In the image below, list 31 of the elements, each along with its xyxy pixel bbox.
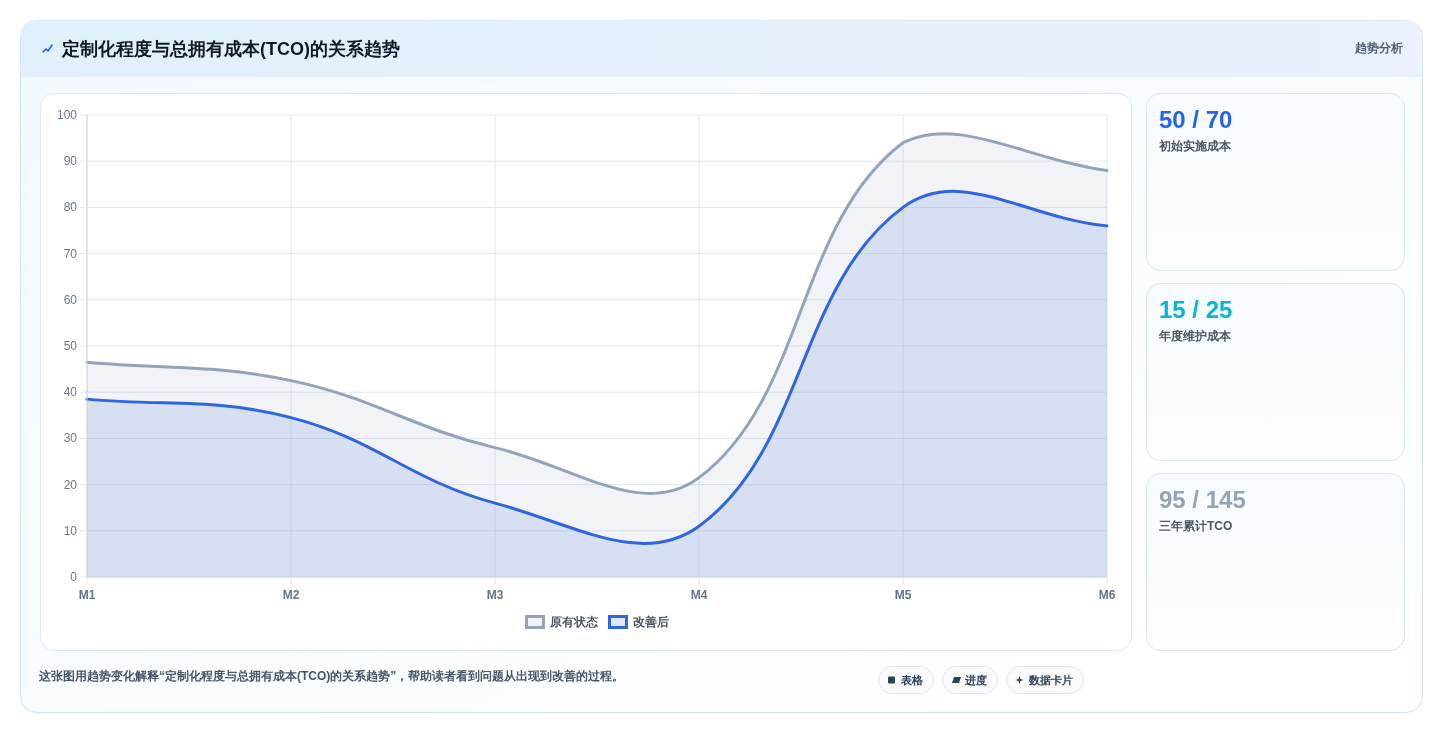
y-tick-label: 100: [56, 108, 78, 122]
x-tick-label: M1: [78, 588, 96, 602]
y-tick-label: 60: [63, 292, 78, 307]
text: 15 / 25: [1159, 295, 1233, 323]
legend-label: 改善后: [633, 615, 669, 629]
text: 这张图用趋势变化解释“定制化程度与总拥有成本(TCO)的关系趋势”，帮助读者看到问题从出现到改善的过程。: [38, 669, 625, 683]
chart-title: 定制化程度与总拥有成本(TCO)的关系趋势: [61, 39, 400, 59]
x-tick-label: M3: [486, 588, 504, 602]
y-tick-label: 70: [63, 246, 78, 261]
y-tick-label: 20: [63, 477, 78, 492]
text: 初始实施成本: [1158, 139, 1232, 153]
text: 三年累计TCO: [1159, 519, 1233, 533]
y-tick-label: 40: [63, 385, 78, 400]
legend-label: 原有状态: [549, 615, 599, 629]
y-tick-label: 0: [70, 570, 78, 584]
x-tick-label: M5: [894, 588, 912, 602]
y-tick-label: 80: [63, 200, 78, 215]
text: 数据卡片: [1028, 674, 1073, 686]
text: 表格: [900, 674, 924, 686]
text: 50 / 70: [1159, 105, 1233, 133]
y-tick-label: 10: [63, 523, 78, 538]
x-tick-label: M4: [690, 588, 708, 602]
x-tick-label: M6: [1098, 588, 1116, 602]
y-tick-label: 30: [63, 431, 78, 446]
text: 95 / 145: [1159, 485, 1246, 513]
text: 年度维护成本: [1158, 329, 1232, 343]
y-tick-label: 50: [63, 339, 78, 353]
y-tick-label: 90: [63, 154, 78, 169]
text: 进度: [964, 674, 987, 686]
x-tick-label: M2: [282, 588, 300, 602]
text: 趋势分析: [1354, 41, 1403, 55]
